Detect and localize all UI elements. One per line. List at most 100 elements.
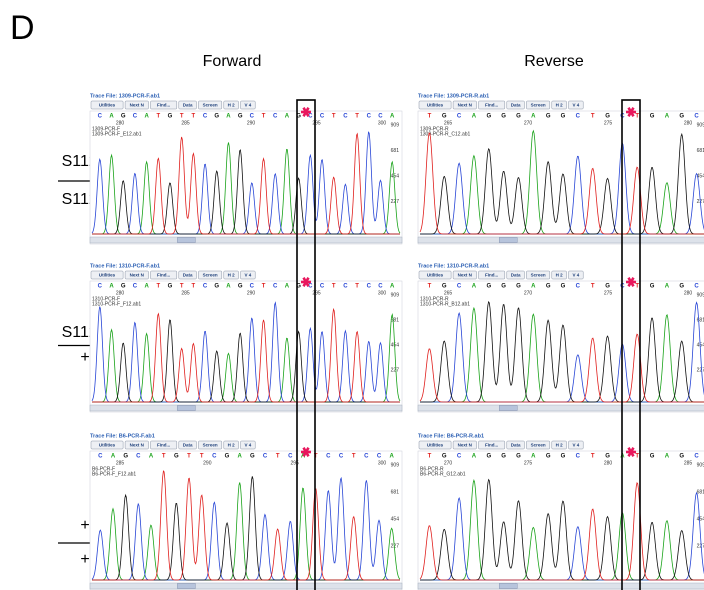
- intensity-scale: 681: [391, 148, 400, 154]
- toolbar-button-label: Data: [511, 102, 521, 107]
- intensity-scale: 227: [697, 367, 704, 373]
- toolbar-button-label: Next N: [130, 442, 144, 447]
- base-call: C: [98, 284, 103, 290]
- base-position: 285: [181, 290, 190, 296]
- base-call: G: [442, 284, 447, 290]
- base-call: G: [442, 454, 447, 460]
- toolbar-button-label: H 2: [556, 272, 564, 277]
- intensity-scale: 227: [697, 543, 704, 549]
- base-call: C: [273, 114, 278, 120]
- base-call: G: [121, 114, 126, 120]
- intensity-scale: 681: [391, 317, 400, 323]
- base-call: C: [457, 284, 462, 290]
- toolbar-button-label: Screen: [531, 102, 546, 107]
- scroll-thumb: [177, 584, 195, 589]
- intensity-scale: 909: [391, 122, 400, 128]
- toolbar-button-label: V 4: [244, 102, 251, 107]
- toolbar-button-label: H 2: [228, 442, 236, 447]
- base-position: 275: [524, 460, 533, 466]
- sample-name: 1310-PCR-F_F12.ab1: [92, 301, 141, 307]
- intensity-scale: 227: [391, 367, 400, 373]
- toolbar-button-label: Screen: [203, 102, 218, 107]
- base-call: G: [516, 284, 521, 290]
- base-call: A: [109, 114, 114, 120]
- toolbar-button-label: Screen: [203, 272, 218, 277]
- base-call: T: [355, 284, 359, 290]
- toolbar-button-label: Screen: [203, 442, 218, 447]
- base-call: A: [285, 114, 290, 120]
- base-call: G: [516, 454, 521, 460]
- toolbar-button-label: V 4: [572, 442, 579, 447]
- toolbar-button-label: Next N: [458, 272, 472, 277]
- base-call: G: [501, 284, 506, 290]
- base-call: T: [262, 114, 266, 120]
- sample-name: B6-PCR-F_F12.ab1: [92, 471, 136, 477]
- base-position: 280: [604, 460, 613, 466]
- base-position: 285: [116, 460, 125, 466]
- base-call: C: [133, 284, 138, 290]
- sample-name: 1309-PCR-R_C12.ab1: [420, 131, 471, 137]
- intensity-scale: 454: [697, 516, 704, 522]
- base-call: C: [694, 284, 699, 290]
- scroll-bar: [90, 237, 402, 243]
- base-call: T: [635, 284, 639, 290]
- panel-label: D: [10, 9, 35, 47]
- base-call: C: [576, 454, 581, 460]
- base-call: A: [226, 114, 231, 120]
- base-call: A: [531, 284, 536, 290]
- chromatogram-panel: Trace File: 1310-PCR-F.ab1UtilitiesNext …: [90, 263, 402, 412]
- scroll-thumb: [177, 406, 195, 411]
- base-position: 285: [684, 460, 693, 466]
- base-call: T: [156, 114, 160, 120]
- toolbar-button-label: Next N: [458, 102, 472, 107]
- base-call: T: [428, 454, 432, 460]
- trace-file-name: Trace File: 1309-PCR-F.ab1: [90, 93, 160, 99]
- base-position: 275: [604, 120, 613, 126]
- toolbar-button-label: Find...: [157, 102, 170, 107]
- base-call: A: [285, 284, 290, 290]
- base-call: G: [561, 284, 566, 290]
- base-call: T: [635, 454, 639, 460]
- base-call: G: [679, 454, 684, 460]
- base-call: C: [377, 454, 382, 460]
- trace-file-name: Trace File: B6-PCR-R.ab1: [418, 433, 484, 439]
- toolbar-button-label: Data: [183, 102, 193, 107]
- base-call: C: [288, 454, 293, 460]
- base-call: G: [516, 114, 521, 120]
- toolbar-button-label: Utilities: [427, 272, 444, 277]
- toolbar-button-label: H 2: [556, 102, 564, 107]
- toolbar-button-label: H 2: [556, 442, 564, 447]
- intensity-scale: 909: [697, 122, 704, 128]
- base-call: C: [378, 284, 383, 290]
- base-call: G: [679, 114, 684, 120]
- scroll-bar: [90, 583, 402, 589]
- intensity-scale: 909: [697, 292, 704, 298]
- base-call: A: [665, 114, 670, 120]
- base-call: C: [343, 284, 348, 290]
- base-call: C: [320, 114, 325, 120]
- base-call: C: [457, 454, 462, 460]
- base-call: C: [136, 454, 141, 460]
- toolbar-button-label: Find...: [157, 442, 170, 447]
- base-position: 270: [444, 460, 453, 466]
- base-call: C: [339, 454, 344, 460]
- toolbar-button-label: V 4: [244, 442, 251, 447]
- base-call: C: [98, 114, 103, 120]
- base-call: C: [203, 114, 208, 120]
- toolbar-button-label: Next N: [130, 102, 144, 107]
- toolbar-button-label: Utilities: [99, 272, 116, 277]
- base-call: G: [605, 284, 610, 290]
- base-position: 290: [247, 290, 256, 296]
- base-call: G: [650, 284, 655, 290]
- base-call: C: [694, 454, 699, 460]
- base-position: 285: [181, 120, 190, 126]
- scroll-thumb: [177, 238, 195, 243]
- base-call: A: [149, 454, 154, 460]
- base-position: 295: [312, 120, 321, 126]
- toolbar-button-label: Screen: [531, 272, 546, 277]
- base-position: 275: [604, 290, 613, 296]
- base-position: 300: [378, 290, 387, 296]
- base-call: T: [352, 454, 356, 460]
- base-call: A: [531, 114, 536, 120]
